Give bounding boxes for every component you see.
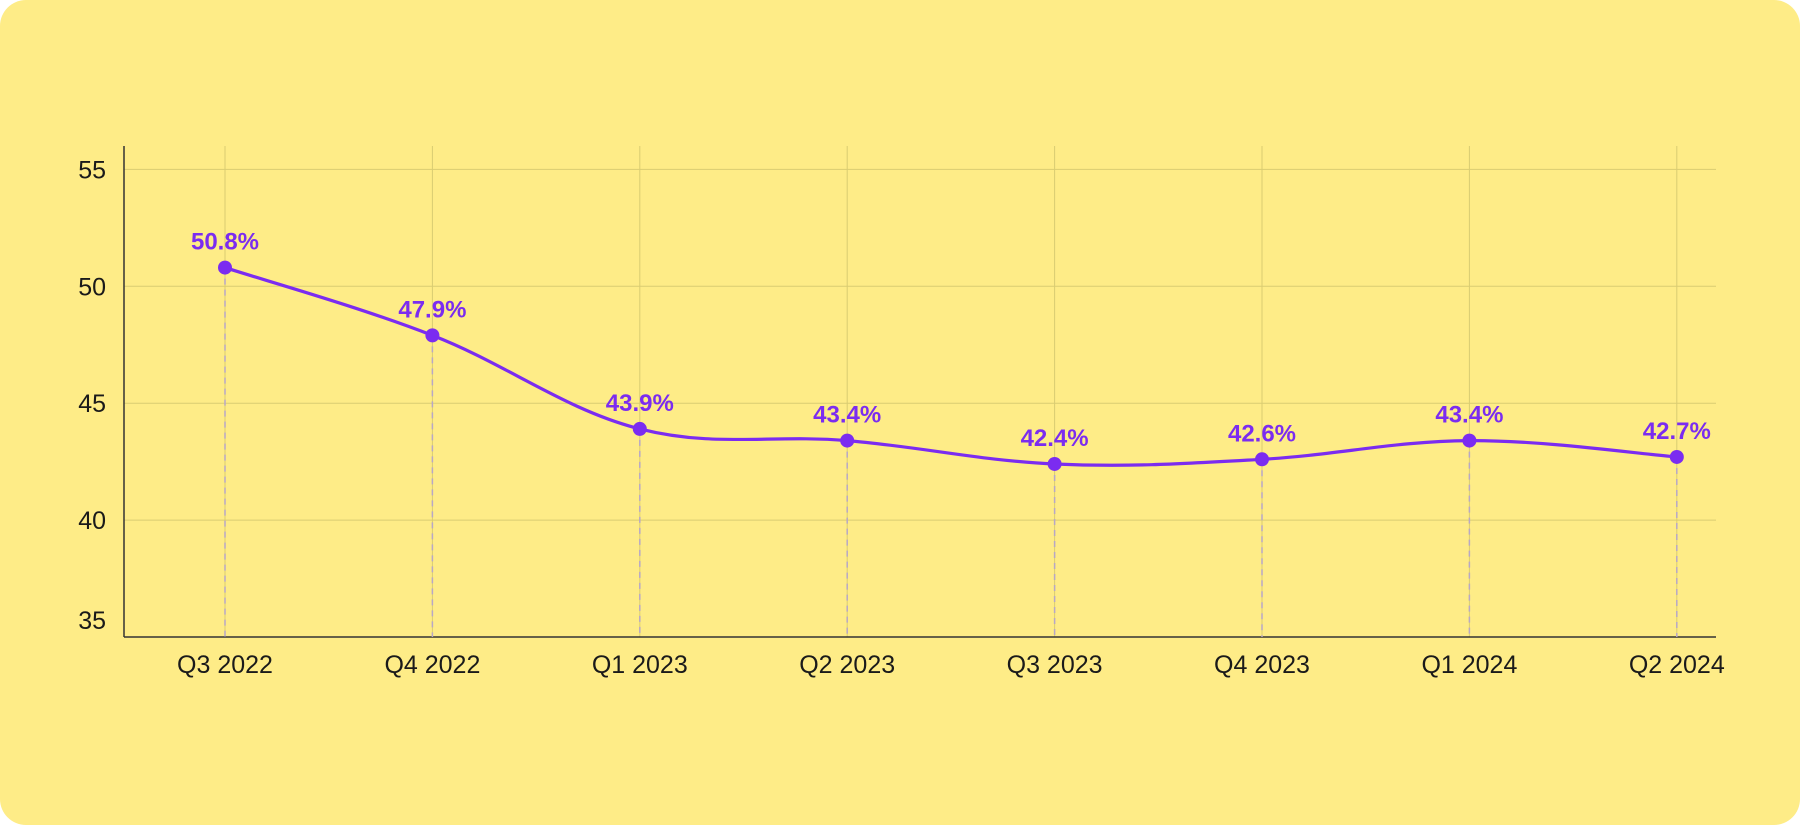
data-point	[1462, 433, 1477, 448]
x-tick-label: Q3 2023	[1007, 651, 1103, 679]
y-tick-label: 50	[78, 273, 106, 301]
data-label: 47.9%	[398, 296, 466, 323]
data-label: 42.6%	[1228, 420, 1296, 447]
data-point	[425, 328, 440, 343]
data-label: 43.4%	[1435, 402, 1503, 429]
y-tick-label: 35	[78, 607, 106, 635]
data-label: 42.7%	[1643, 418, 1711, 445]
data-label: 50.8%	[191, 229, 259, 256]
x-tick-label: Q2 2024	[1629, 651, 1725, 679]
series-line	[223, 265, 1679, 467]
data-point	[1255, 452, 1269, 467]
data-point	[1047, 456, 1062, 471]
x-tick-label: Q1 2024	[1421, 651, 1517, 679]
y-tick-label: 45	[78, 390, 106, 418]
data-point	[840, 433, 855, 448]
data-label: 42.4%	[1021, 425, 1089, 452]
x-tick-label: Q1 2023	[592, 651, 688, 679]
data-point	[632, 421, 647, 436]
y-tick-label: 55	[78, 156, 106, 184]
data-label: 43.4%	[813, 402, 881, 429]
x-tick-label: Q4 2022	[384, 651, 480, 679]
x-tick-label: Q2 2023	[799, 651, 895, 679]
x-tick-label: Q4 2023	[1214, 651, 1310, 679]
data-point	[218, 260, 232, 275]
data-label: 43.9%	[606, 390, 674, 417]
x-tick-label: Q3 2022	[177, 651, 273, 679]
y-tick-label: 40	[78, 507, 106, 535]
data-point	[1669, 449, 1684, 464]
